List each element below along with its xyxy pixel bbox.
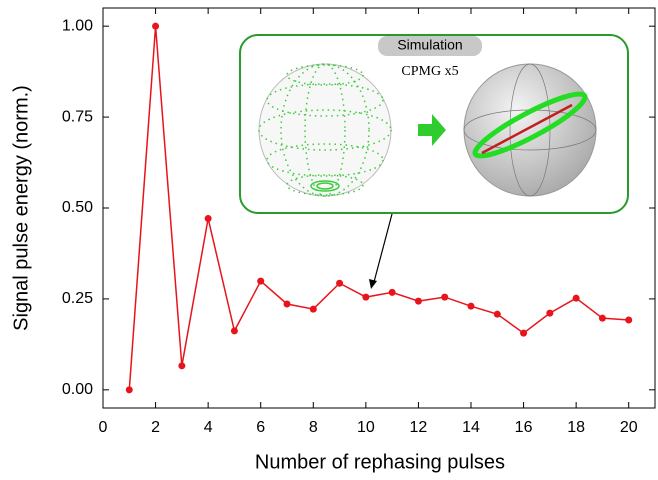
x-tick-label: 12 [410,419,428,436]
y-tick-label: 0.75 [62,108,93,125]
data-point [231,327,238,334]
data-point [415,298,422,305]
data-point [310,306,317,313]
inset-caption: CPMG x5 [401,64,458,79]
x-tick-label: 4 [204,419,213,436]
chart: Number of rephasing pulses Signal pulse … [0,0,658,480]
data-point [205,215,212,222]
page: {"chart_data": {"type": "line", "x_label… [0,0,658,480]
x-tick-label: 2 [151,419,160,436]
annotation-arrowhead [369,279,377,289]
data-point [178,362,185,369]
data-point [126,386,133,393]
x-tick-label: 14 [462,419,480,436]
data-point [152,23,159,30]
data-point [284,301,291,308]
data-point [494,311,501,318]
inset-tag: Simulation [397,37,462,53]
x-tick-label: 20 [620,419,638,436]
y-tick-label: 0.25 [62,290,93,307]
data-point [336,280,343,287]
data-point [362,294,369,301]
annotation-arrow [374,214,392,282]
sphere-right [464,64,596,196]
x-tick-label: 6 [256,419,265,436]
y-tick-label: 1.00 [62,17,93,34]
y-tick-label: 0.00 [62,381,93,398]
data-point [625,317,632,324]
data-point [546,310,553,317]
data-point [573,295,580,302]
x-tick-label: 10 [357,419,375,436]
data-point [389,289,396,296]
data-point [441,294,448,301]
x-tick-label: 8 [309,419,318,436]
data-point [599,315,606,322]
x-tick-label: 0 [99,419,108,436]
data-point [520,330,527,337]
x-axis-title: Number of rephasing pulses [255,451,505,473]
sphere-left [259,64,391,196]
x-tick-label: 16 [515,419,533,436]
data-point [257,278,264,285]
data-point [468,303,475,310]
x-tick-label: 18 [567,419,585,436]
y-axis-title: Signal pulse energy (norm.) [10,85,32,331]
inset: Simulation CPMG x5 [240,35,628,213]
y-tick-label: 0.50 [62,199,93,216]
